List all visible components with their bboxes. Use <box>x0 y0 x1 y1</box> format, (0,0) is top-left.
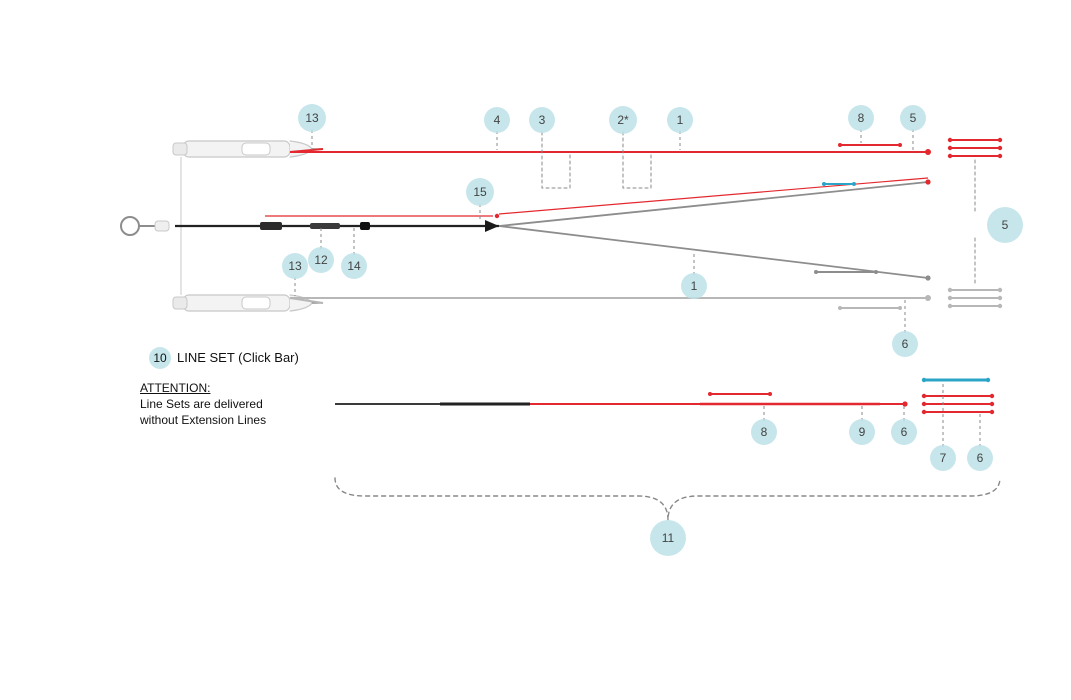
callout-6: 6 <box>891 419 917 445</box>
diagram-stage: 10 LINE SET (Click Bar) ATTENTION: Line … <box>0 0 1071 700</box>
callout-1: 1 <box>667 107 693 133</box>
callout-6: 6 <box>892 331 918 357</box>
callout-13: 13 <box>298 104 326 132</box>
legend-line1: Line Sets are delivered <box>140 397 263 411</box>
legend-title: LINE SET (Click Bar) <box>177 350 299 365</box>
legend-attention: ATTENTION: <box>140 381 210 395</box>
callout-3: 3 <box>529 107 555 133</box>
callout-4: 4 <box>484 107 510 133</box>
callout-5: 5 <box>987 207 1023 243</box>
callout-11: 11 <box>650 520 686 556</box>
callout-8: 8 <box>751 419 777 445</box>
legend-line2: without Extension Lines <box>140 413 266 427</box>
callout-2star: 2* <box>609 106 637 134</box>
callout-15: 15 <box>466 178 494 206</box>
legend-marker-number: 10 <box>153 351 166 365</box>
callout-7: 7 <box>930 445 956 471</box>
callout-13: 13 <box>282 253 308 279</box>
callout-14: 14 <box>341 253 367 279</box>
callout-6: 6 <box>967 445 993 471</box>
callout-12: 12 <box>308 247 334 273</box>
callout-5: 5 <box>900 105 926 131</box>
callout-8: 8 <box>848 105 874 131</box>
callout-9: 9 <box>849 419 875 445</box>
callout-1: 1 <box>681 273 707 299</box>
